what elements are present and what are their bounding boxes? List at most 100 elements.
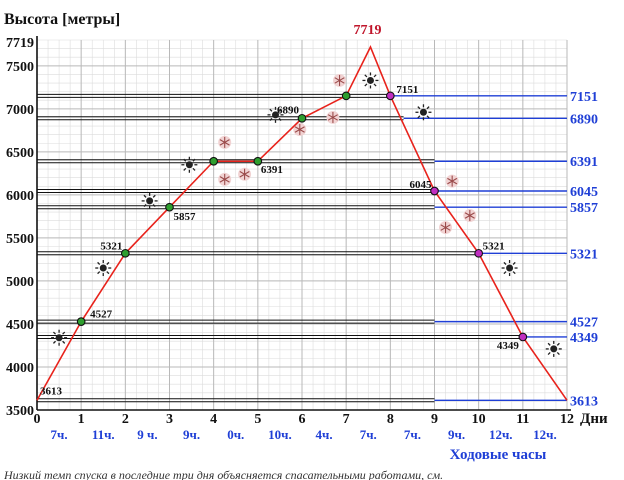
- sun-ray: [106, 271, 110, 275]
- sun-icon: [501, 260, 518, 277]
- sun-ray: [97, 271, 101, 275]
- sun-icon: [545, 340, 562, 357]
- snowflake-icon: [333, 73, 347, 87]
- sun-ray: [269, 108, 273, 112]
- hours-label: 11ч.: [92, 427, 115, 442]
- sun-icon: [51, 329, 68, 346]
- point-label: 3613: [40, 385, 63, 397]
- sun-core: [146, 197, 154, 205]
- point-label: 4527: [90, 309, 113, 321]
- y-tick-label: 6500: [6, 146, 34, 161]
- sun-ray: [364, 83, 368, 87]
- sun-ray: [556, 342, 560, 346]
- hours-label: 7ч.: [404, 427, 421, 442]
- sun-ray: [556, 351, 560, 356]
- hours-label: 12ч.: [489, 427, 513, 442]
- snowflake-arm: [294, 126, 305, 133]
- right-axis-label: 3613: [570, 394, 598, 409]
- sun-ray: [373, 74, 377, 78]
- snowflake-icon: [218, 172, 232, 186]
- sun-ray: [152, 194, 156, 198]
- point-label: 5321: [100, 240, 122, 252]
- sun-ray: [417, 115, 421, 119]
- sun-icon: [415, 104, 432, 121]
- sun-ray: [512, 261, 516, 265]
- snowflake-arm: [219, 176, 230, 183]
- sun-ray: [62, 340, 66, 344]
- hours-label: 4ч.: [316, 427, 333, 442]
- point-label: 6045: [410, 179, 433, 191]
- sun-ray: [183, 158, 187, 162]
- sun-ray: [52, 331, 57, 335]
- sun-core: [506, 264, 514, 272]
- y-top-tick-label: 7719: [6, 36, 34, 51]
- camp-marker: [253, 156, 263, 166]
- x-tick-label: 7: [343, 412, 350, 427]
- camp-marker: [385, 91, 395, 101]
- sun-ray: [512, 271, 516, 275]
- sun-ray: [278, 108, 282, 112]
- sun-icon: [181, 156, 198, 173]
- sun-ray: [278, 117, 282, 121]
- snowflake-icon: [439, 221, 453, 235]
- sun-ray: [192, 167, 196, 171]
- camp-marker: [209, 156, 219, 166]
- x-tick-label: 0: [34, 412, 41, 427]
- sun-icon: [141, 192, 158, 209]
- footnote: Низкий темп спуска в последние три дня о…: [4, 468, 444, 480]
- x-tick-label: 2: [122, 412, 129, 427]
- sun-ray: [503, 261, 507, 265]
- sun-icon: [267, 106, 284, 123]
- hours-label: 7ч.: [360, 427, 377, 442]
- point-label: 4349: [497, 340, 520, 352]
- snowflake-icon: [463, 209, 477, 223]
- x-tick-label: 5: [254, 412, 261, 427]
- altitude-line: [36, 45, 568, 401]
- camp-marker: [165, 202, 174, 212]
- y-axis-title: Высота [метры]: [4, 11, 120, 28]
- sun-ray: [97, 261, 101, 265]
- labels-layer: 7151689063916045585753214527434936133613…: [40, 23, 598, 409]
- camp-marker: [430, 186, 439, 196]
- axes: 3500 4000 4500 5000 5500 6000 6500 7000 7500 7719…: [6, 36, 574, 442]
- y-tick-label: 5000: [6, 275, 34, 290]
- weather-icons: [51, 72, 562, 357]
- hours-label: 9ч.: [183, 427, 200, 442]
- camp-marker: [474, 248, 484, 258]
- hours-label: 10ч.: [268, 427, 292, 442]
- x-axis-title: Ходовые часы: [450, 447, 547, 463]
- camp-marker: [341, 91, 351, 101]
- hours-label: 12ч.: [533, 427, 557, 442]
- sun-ray: [503, 271, 507, 275]
- x-tick-label: 6: [299, 412, 306, 427]
- sun-ray: [152, 203, 156, 208]
- sun-core: [99, 264, 107, 272]
- snowflake-icon: [218, 135, 232, 149]
- sun-core: [550, 345, 558, 353]
- x-tick-label: 10: [472, 412, 486, 427]
- hours-label: 7ч.: [51, 427, 68, 442]
- right-axis-label: 6391: [570, 155, 598, 170]
- camp-marker: [297, 113, 307, 123]
- sun-ray: [52, 340, 57, 344]
- x-tick-label: 11: [516, 412, 529, 427]
- altitude-chart: 3500 4000 4500 5000 5500 6000 6500 7000 7500 7719…: [4, 11, 608, 463]
- snowflake-arm: [239, 171, 250, 178]
- hours-label: 9ч.: [448, 427, 465, 442]
- x-tick-label: 12: [560, 412, 574, 427]
- sun-core: [366, 76, 374, 84]
- grid-major: [36, 40, 568, 411]
- sun-ray: [192, 158, 196, 162]
- sun-ray: [373, 83, 377, 87]
- snowflake-arm: [464, 212, 475, 219]
- camp-marker: [518, 332, 528, 342]
- summit-label: 7719: [353, 23, 381, 38]
- right-axis-label: 4349: [570, 331, 598, 346]
- y-tick-label: 7000: [6, 103, 34, 118]
- snowflake-arm: [327, 114, 338, 121]
- right-axis-label: 6045: [570, 185, 598, 200]
- sun-ray: [183, 167, 187, 171]
- sun-ray: [547, 342, 551, 346]
- point-label: 6890: [277, 104, 300, 116]
- x-tick-label: 4: [210, 412, 217, 427]
